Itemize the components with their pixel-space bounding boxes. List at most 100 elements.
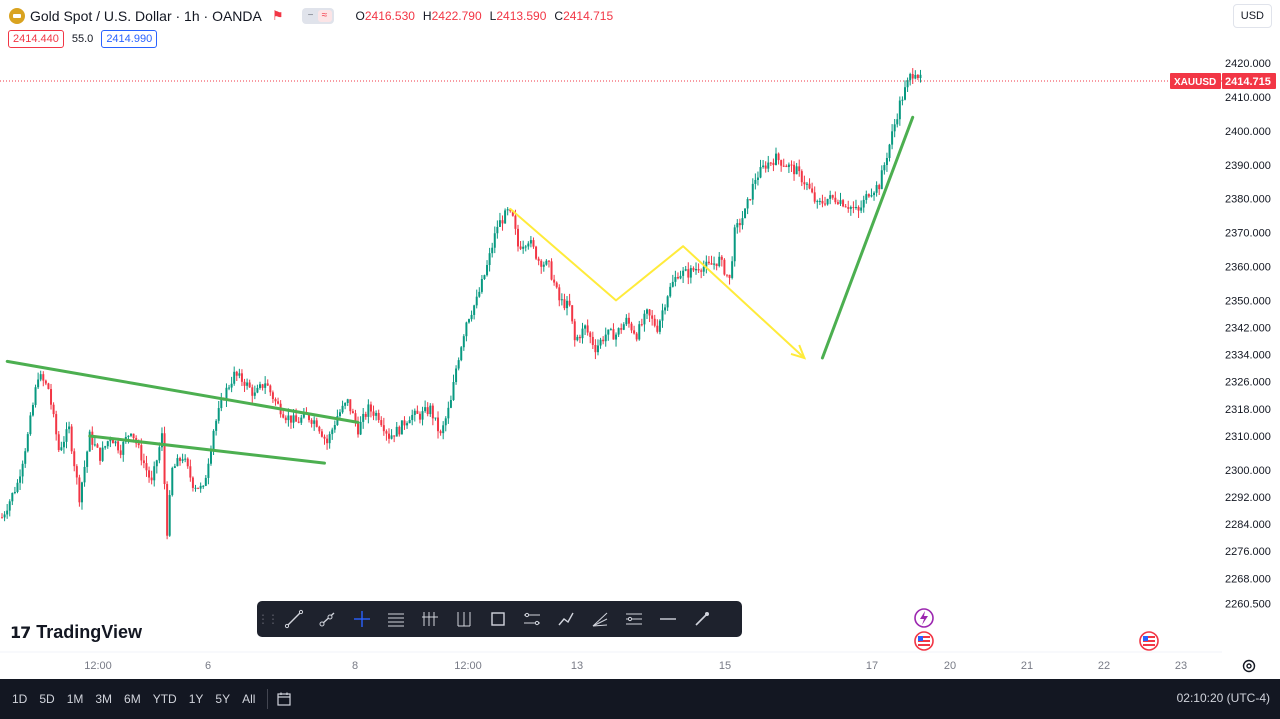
candle-body: [883, 165, 886, 171]
flag-icon[interactable]: ⚑: [271, 8, 284, 23]
tradingview-logo[interactable]: 17 TradingView: [10, 622, 142, 643]
candle-body: [47, 383, 50, 390]
indicator-toggle[interactable]: − ≈: [301, 8, 334, 24]
candle-body: [225, 387, 228, 400]
parallel-channel-icon[interactable]: [515, 601, 549, 637]
sell-price-button[interactable]: 2414.440: [8, 30, 64, 48]
candle-body: [885, 157, 888, 166]
candle-body: [679, 275, 682, 279]
horizontal-line-icon[interactable]: [651, 601, 685, 637]
wedge-lower-trendline[interactable]: [88, 434, 326, 465]
candle-body: [452, 382, 455, 401]
candle-body: [496, 226, 499, 234]
trend-line-icon[interactable]: [277, 601, 311, 637]
candle-body: [896, 119, 899, 125]
candle-body: [130, 433, 132, 436]
candle-body: [328, 434, 331, 444]
fib-levels-icon[interactable]: [413, 601, 447, 637]
lightning-event-icon[interactable]: [913, 607, 935, 629]
green-projection-line[interactable]: [820, 115, 915, 360]
candle-body: [893, 124, 896, 132]
ray-icon[interactable]: [311, 601, 345, 637]
candle-body: [475, 296, 478, 306]
price-chart[interactable]: 2420.000 2410.000 2400.000 2390.000 2380.000…: [0, 0, 1280, 679]
horizontal-lines-icon[interactable]: [379, 601, 413, 637]
range-button-all[interactable]: All: [242, 692, 256, 706]
drawing-toolbar: ⋮⋮: [257, 601, 742, 637]
candle-body: [602, 339, 605, 342]
candle-body: [862, 199, 865, 208]
candle-body: [529, 240, 532, 244]
range-button-6m[interactable]: 6M: [124, 692, 141, 706]
ohlc-open: 2416.530: [364, 9, 415, 23]
candle-body: [909, 74, 912, 81]
candle-body: [762, 165, 765, 168]
symbol-title[interactable]: Gold Spot / U.S. Dollar · 1h · OANDA: [30, 8, 262, 24]
candle-body: [555, 282, 558, 288]
candle-body: [220, 398, 223, 409]
candle-body: [3, 514, 6, 518]
range-button-5d[interactable]: 5D: [39, 692, 55, 706]
crosshair-icon[interactable]: [345, 601, 379, 637]
candle-body: [315, 420, 318, 427]
wave-icon[interactable]: ≈: [317, 10, 332, 22]
range-button-1m[interactable]: 1M: [66, 692, 84, 706]
wedge-upper-trendline[interactable]: [5, 359, 360, 424]
candle-body: [217, 408, 220, 421]
us-flag-event-icon[interactable]: [1138, 630, 1160, 652]
candle-body: [646, 309, 648, 314]
range-button-5y[interactable]: 5Y: [215, 692, 231, 706]
candle-body: [75, 466, 78, 478]
candle-body: [99, 447, 102, 461]
candle-body: [179, 458, 182, 461]
candle-body: [269, 385, 272, 393]
candle-body: [865, 194, 868, 200]
candle-body: [318, 426, 321, 432]
candle-body: [57, 434, 60, 451]
candle-body: [426, 407, 429, 415]
candle-body: [744, 208, 747, 219]
candle-body: [155, 460, 158, 467]
candle-body: [571, 305, 574, 322]
candle-body: [715, 263, 718, 267]
fib-fan-icon[interactable]: [583, 601, 617, 637]
price-tick-label: 2276.000: [1225, 546, 1271, 558]
candle-body: [849, 207, 852, 209]
candle-body: [702, 266, 705, 272]
candle-body: [238, 373, 241, 376]
pitchfork-icon[interactable]: [447, 601, 481, 637]
regression-icon[interactable]: [617, 601, 651, 637]
calendar-goto-icon[interactable]: [276, 691, 292, 707]
drag-handle-icon[interactable]: ⋮⋮: [257, 612, 279, 626]
minus-icon[interactable]: −: [307, 10, 314, 21]
candle-body: [166, 484, 169, 536]
candle-body: [480, 278, 483, 292]
range-button-ytd[interactable]: YTD: [152, 692, 177, 706]
brush-icon[interactable]: [685, 601, 719, 637]
candle-body: [13, 491, 16, 494]
currency-button[interactable]: USD: [1232, 4, 1272, 28]
candle-body: [93, 444, 96, 446]
us-flag-event-icon[interactable]: [913, 630, 935, 652]
candle-body: [11, 493, 14, 502]
range-button-3m[interactable]: 3M: [95, 692, 113, 706]
candle-body: [421, 411, 424, 420]
ohlc-c-label: C: [554, 9, 564, 23]
candle-body: [26, 434, 29, 452]
rectangle-icon[interactable]: [481, 601, 515, 637]
candle-body: [906, 80, 909, 88]
buy-price-button[interactable]: 2414.990: [101, 30, 158, 48]
yellow-projection-path[interactable]: [509, 207, 806, 359]
range-button-1d[interactable]: 1D: [12, 692, 28, 706]
range-button-1y[interactable]: 1Y: [188, 692, 204, 706]
candle-body: [442, 425, 445, 434]
candle-body: [687, 269, 690, 278]
candle-body: [831, 195, 834, 198]
candle-body: [852, 207, 855, 209]
path-icon[interactable]: [549, 601, 583, 637]
time-axis: 12:00 6 8 12:00 13 15 17 20 21 22 23: [0, 651, 1222, 672]
clock-timezone[interactable]: 02:10:20 (UTC-4): [1176, 691, 1270, 705]
ohlc-close: 2414.715: [563, 9, 614, 23]
candle-body: [847, 207, 850, 209]
axis-settings-icon[interactable]: [1241, 658, 1257, 674]
